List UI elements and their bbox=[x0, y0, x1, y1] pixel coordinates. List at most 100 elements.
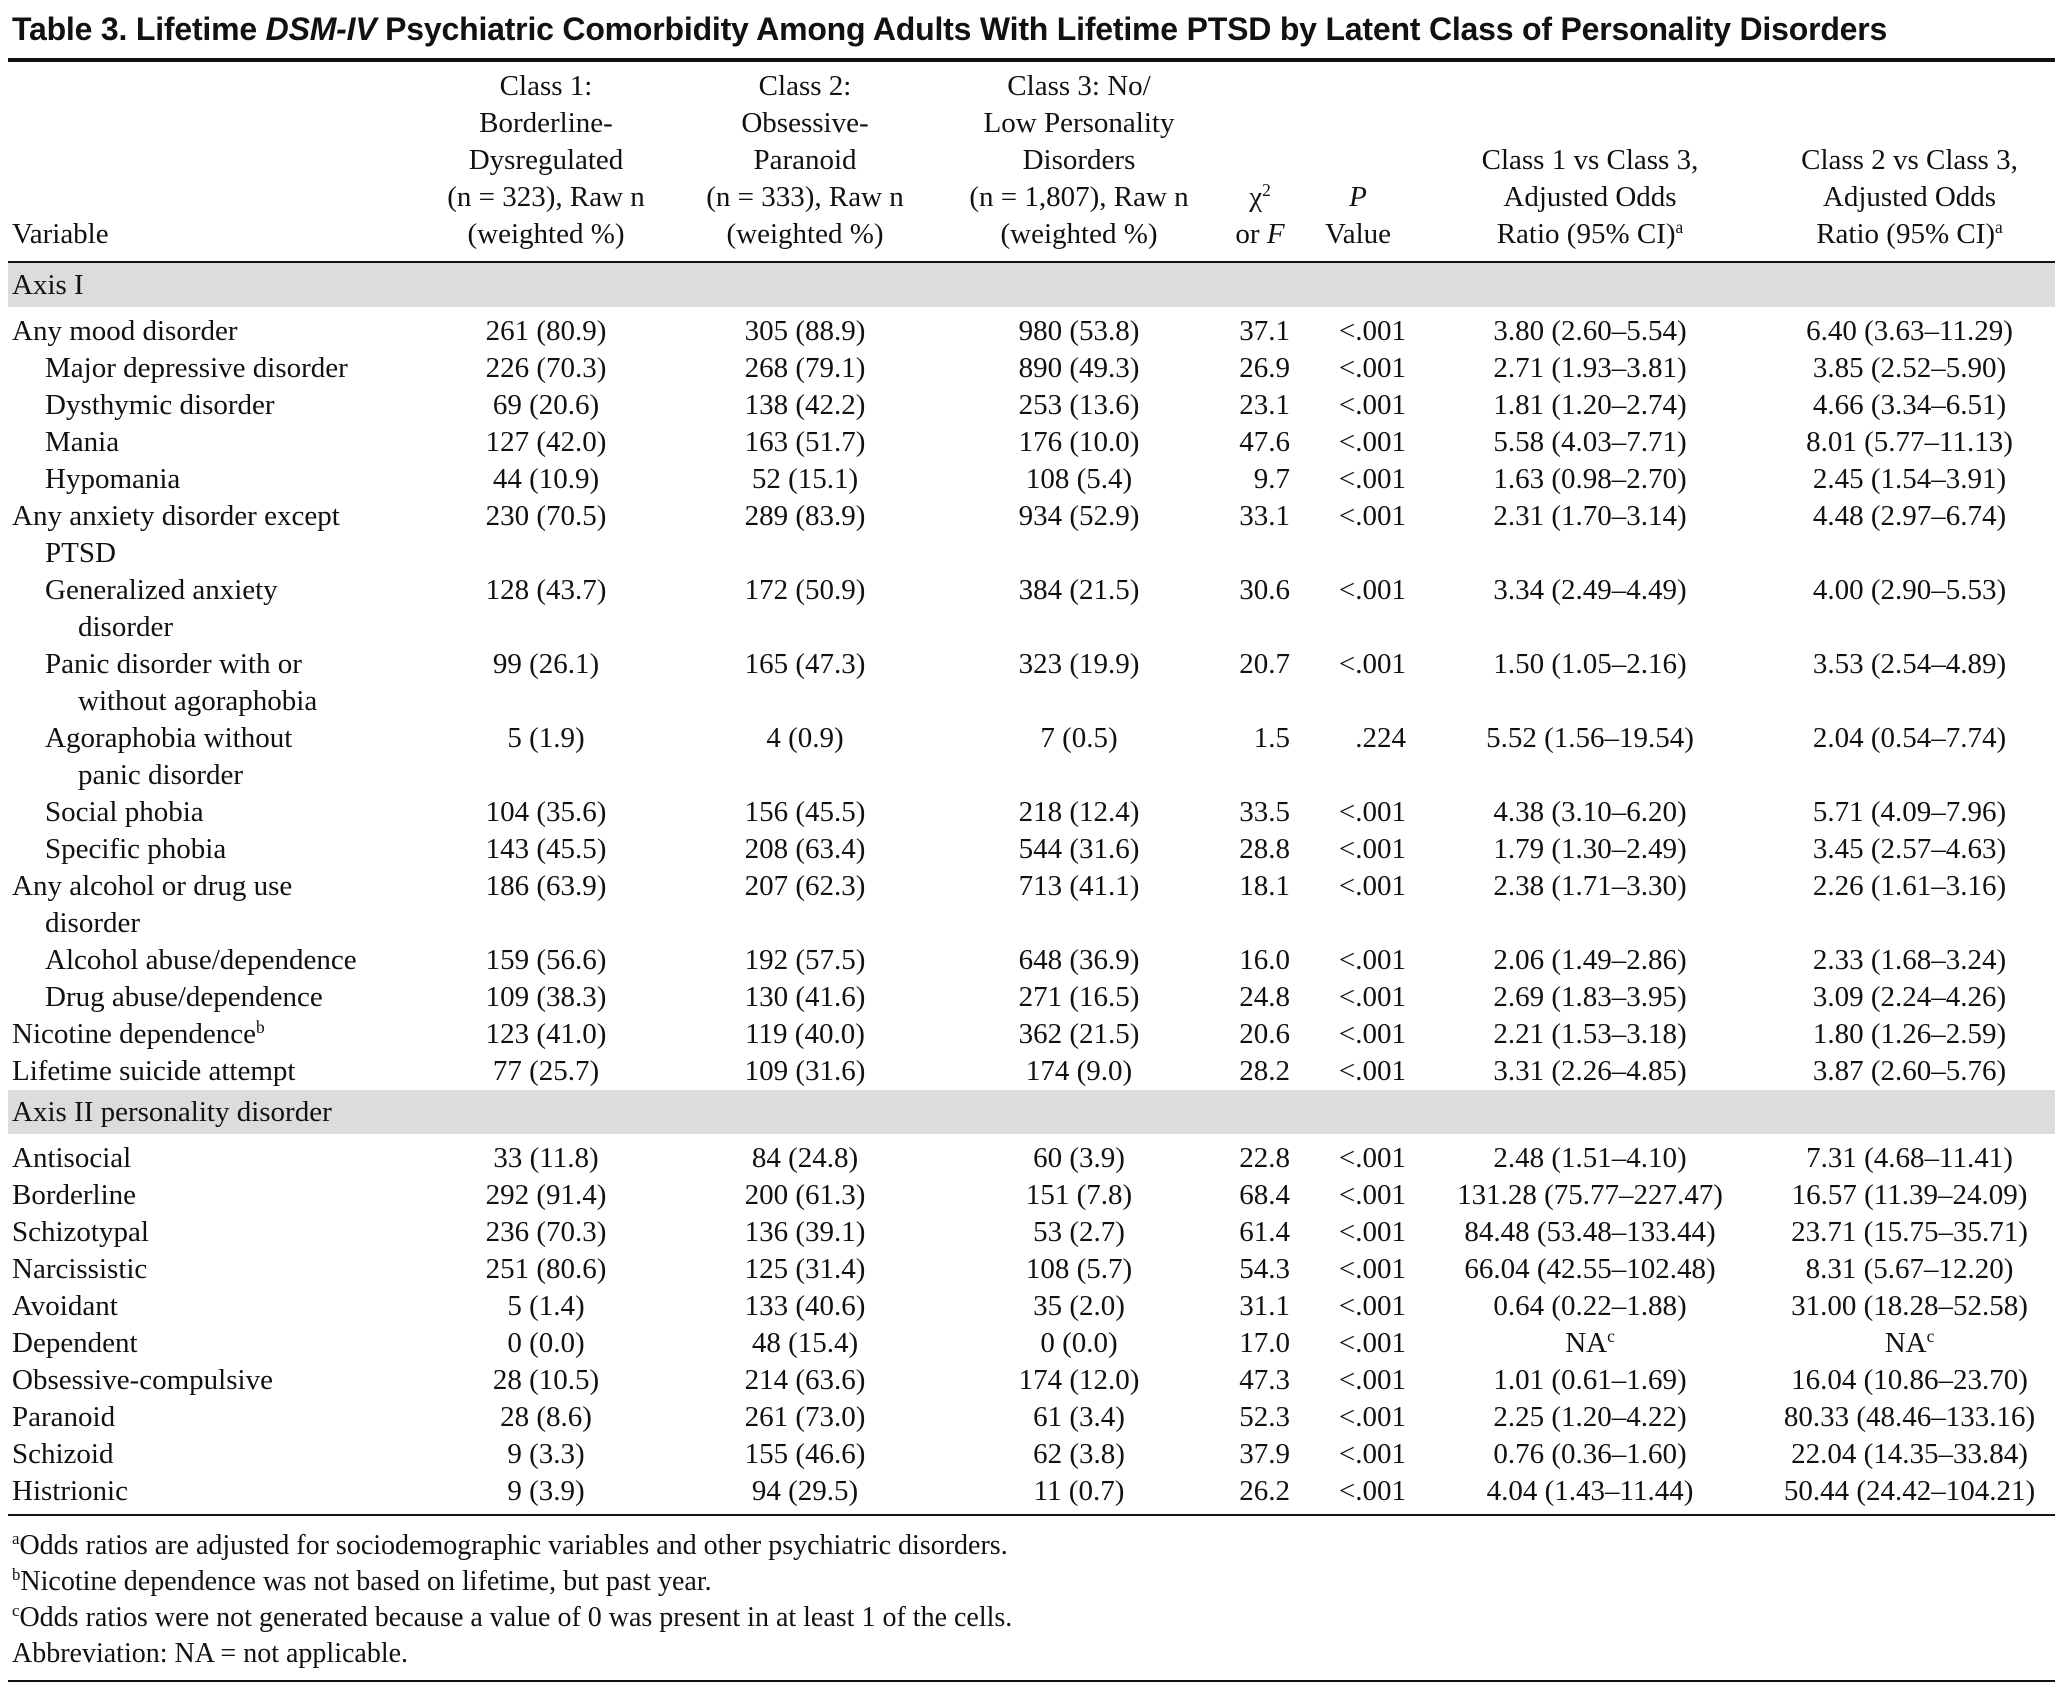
header-line: P bbox=[1300, 179, 1416, 216]
table-row: Alcohol abuse/dependence 159 (56.6) 192 (5… bbox=[8, 942, 2055, 979]
text: 3.53 (2.54–4.89) bbox=[1812, 648, 2007, 680]
text: Class 1 vs Class 3, bbox=[1481, 144, 1699, 176]
text: 18.1 bbox=[1239, 870, 1290, 902]
text: 9 (3.9) bbox=[507, 1475, 585, 1507]
data-cell: 2.69 (1.83–3.95) bbox=[1416, 979, 1764, 1016]
variable-line: Borderline bbox=[12, 1177, 420, 1214]
text: 23.1 bbox=[1239, 389, 1290, 421]
text: Specific phobia bbox=[45, 833, 227, 865]
text: 192 (57.5) bbox=[744, 944, 866, 976]
data-cell: 3.31 (2.26–4.85) bbox=[1416, 1053, 1764, 1090]
text: Major depressive disorder bbox=[45, 352, 348, 384]
data-cell: 2.25 (1.20–4.22) bbox=[1416, 1399, 1764, 1436]
variable: Any anxiety disorder except PTSD bbox=[12, 498, 420, 572]
data-cell: 214 (63.6) bbox=[672, 1362, 938, 1399]
variable-cell: Panic disorder with or without agoraphobi… bbox=[8, 646, 420, 720]
data-cell: 22.04 (14.35–33.84) bbox=[1764, 1436, 2055, 1473]
variable-cell: Drug abuse/dependence bbox=[8, 979, 420, 1016]
document: Table 3. Lifetime DSM-IV Psychiatric Com… bbox=[8, 0, 2055, 1682]
table-row: Nicotine dependenceb 123 (41.0) 119 (40.0)… bbox=[8, 1016, 2055, 1053]
data-cell: 2.71 (1.93–3.81) bbox=[1416, 350, 1764, 387]
text: 3.34 (2.49–4.49) bbox=[1493, 574, 1687, 606]
variable-line: Alcohol abuse/dependence bbox=[45, 942, 420, 979]
text: 131.28 (75.77–227.47) bbox=[1457, 1179, 1723, 1211]
text: 159 (56.6) bbox=[485, 944, 607, 976]
variable: Lifetime suicide attempt bbox=[12, 1053, 420, 1090]
data-cell: 1.81 (1.20–2.74) bbox=[1416, 387, 1764, 424]
text: 2.26 (1.61–3.16) bbox=[1812, 870, 2007, 902]
data-cell: 544 (31.6) bbox=[938, 831, 1220, 868]
text: 4 (0.9) bbox=[766, 722, 844, 754]
text: 305 (88.9) bbox=[744, 315, 866, 347]
data-cell: 138 (42.2) bbox=[672, 387, 938, 424]
text: 648 (36.9) bbox=[1018, 944, 1140, 976]
data-cell: 4.48 (2.97–6.74) bbox=[1764, 498, 2055, 572]
data-cell: 9.7 bbox=[1220, 461, 1300, 498]
data-cell: 207 (62.3) bbox=[672, 868, 938, 942]
data-cell: 163 (51.7) bbox=[672, 424, 938, 461]
text: 980 (53.8) bbox=[1018, 315, 1140, 347]
text: 143 (45.5) bbox=[485, 833, 607, 865]
text: Hypomania bbox=[45, 463, 181, 495]
section-band: Axis I bbox=[8, 262, 2055, 307]
text: 84 (24.8) bbox=[751, 1142, 859, 1174]
text: 218 (12.4) bbox=[1018, 796, 1140, 828]
data-cell: 4.04 (1.43–11.44) bbox=[1416, 1473, 1764, 1514]
table-title: Table 3. Lifetime DSM-IV Psychiatric Com… bbox=[8, 0, 2055, 62]
text: 2.48 (1.51–4.10) bbox=[1493, 1142, 1687, 1174]
text: Any alcohol or drug use bbox=[12, 870, 293, 902]
table-header: Variable Class 1: Borderline- Dysregulated (… bbox=[8, 62, 2055, 262]
text: 6.40 (3.63–11.29) bbox=[1806, 315, 2013, 347]
data-cell: 23.71 (15.75–35.71) bbox=[1764, 1214, 2055, 1251]
text: NA bbox=[1884, 1327, 1927, 1359]
data-cell: 28.8 bbox=[1220, 831, 1300, 868]
data-cell: 2.21 (1.53–3.18) bbox=[1416, 1016, 1764, 1053]
text: <.001 bbox=[1338, 796, 1406, 828]
section-label: Axis II personality disorder bbox=[8, 1090, 2055, 1134]
data-cell: 3.87 (2.60–5.76) bbox=[1764, 1053, 2055, 1090]
text: 268 (79.1) bbox=[744, 352, 866, 384]
data-cell: 980 (53.8) bbox=[938, 307, 1220, 350]
text: 62 (3.8) bbox=[1033, 1438, 1125, 1470]
data-cell: 125 (31.4) bbox=[672, 1251, 938, 1288]
text: Dysregulated bbox=[468, 144, 624, 176]
data-cell: 151 (7.8) bbox=[938, 1177, 1220, 1214]
data-cell: 53 (2.7) bbox=[938, 1214, 1220, 1251]
text: or bbox=[1235, 218, 1267, 250]
text: 0 (0.0) bbox=[1040, 1327, 1118, 1359]
data-cell: <.001 bbox=[1300, 1399, 1416, 1436]
text: 37.1 bbox=[1239, 315, 1290, 347]
text: 77 (25.7) bbox=[492, 1055, 600, 1087]
data-cell: 28 (10.5) bbox=[420, 1362, 672, 1399]
text: 2.69 (1.83–3.95) bbox=[1493, 981, 1687, 1013]
header-line: (weighted %) bbox=[672, 216, 938, 253]
data-cell: 176 (10.0) bbox=[938, 424, 1220, 461]
text: 323 (19.9) bbox=[1018, 648, 1140, 680]
text: Table 3. Lifetime bbox=[12, 11, 266, 47]
data-cell: 28.2 bbox=[1220, 1053, 1300, 1090]
data-cell: 0 (0.0) bbox=[938, 1325, 1220, 1362]
text: 251 (80.6) bbox=[485, 1253, 607, 1285]
text: Any mood disorder bbox=[12, 315, 238, 347]
text: <.001 bbox=[1338, 1290, 1406, 1322]
text: 0.64 (0.22–1.88) bbox=[1493, 1290, 1687, 1322]
text: 24.8 bbox=[1239, 981, 1290, 1013]
data-cell: 33.5 bbox=[1220, 794, 1300, 831]
data-cell: 292 (91.4) bbox=[420, 1177, 672, 1214]
text: 80.33 (48.46–133.16) bbox=[1783, 1401, 2036, 1433]
data-cell: 44 (10.9) bbox=[420, 461, 672, 498]
data-cell: 2.31 (1.70–3.14) bbox=[1416, 498, 1764, 572]
data-cell: 62 (3.8) bbox=[938, 1436, 1220, 1473]
header-line: or F bbox=[1220, 216, 1300, 253]
text: 28.8 bbox=[1239, 833, 1290, 865]
data-cell: 109 (31.6) bbox=[672, 1053, 938, 1090]
table-row: Narcissistic 251 (80.6) 125 (31.4) 108 (5.7… bbox=[8, 1251, 2055, 1288]
header-line: Ratio (95% CI)a bbox=[1764, 216, 2055, 253]
footnote: Abbreviation: NA = not applicable. bbox=[12, 1636, 2051, 1672]
text: Mania bbox=[45, 426, 120, 458]
data-cell: 128 (43.7) bbox=[420, 572, 672, 646]
data-cell: 66.04 (42.55–102.48) bbox=[1416, 1251, 1764, 1288]
text: 9 (3.3) bbox=[507, 1438, 585, 1470]
text: 108 (5.7) bbox=[1025, 1253, 1133, 1285]
text: 2.71 (1.93–3.81) bbox=[1493, 352, 1687, 384]
